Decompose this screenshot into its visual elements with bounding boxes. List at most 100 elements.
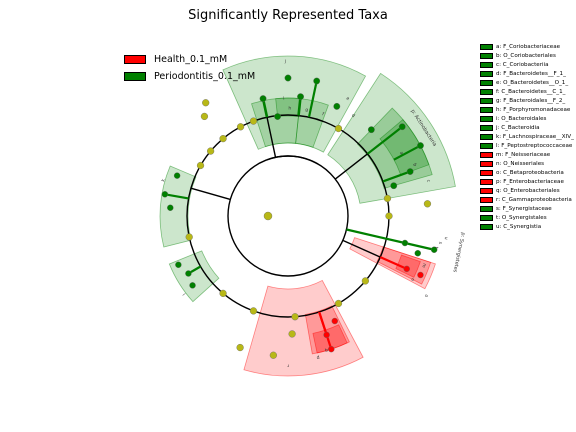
node-bacteroidetes-4 bbox=[274, 113, 281, 120]
branch-b bbox=[366, 125, 403, 155]
class-ring bbox=[227, 155, 349, 277]
taxa-key-swatch bbox=[480, 115, 493, 122]
legend-swatch-health bbox=[124, 55, 146, 64]
clade-letter-o: o bbox=[423, 293, 429, 298]
taxa-key-f: f: C_Bacteroidetes__C_1_ bbox=[480, 87, 574, 96]
taxa-key-swatch bbox=[480, 70, 493, 77]
node-neutral-16 bbox=[423, 200, 432, 208]
taxa-key-label: e: O_Bacteroidetes__O_1_ bbox=[496, 79, 569, 86]
taxa-key-c: c: C_Coriobacteriia bbox=[480, 60, 574, 69]
taxa-key-label: b: O_Coriobacteriales bbox=[496, 52, 556, 59]
taxa-key-h: h: F_Porphyromonadaceae bbox=[480, 105, 574, 114]
figure-title: Significantly Represented Taxa bbox=[188, 8, 388, 23]
clade-letter-q: q bbox=[324, 347, 328, 353]
node-neutral-18 bbox=[236, 343, 244, 352]
group-legend: Health_0.1_mM Periodontitis_0.1_mM bbox=[124, 51, 255, 85]
taxa-key-swatch bbox=[480, 124, 493, 131]
clade-letter-r: r bbox=[287, 363, 289, 369]
node-synergistia-1 bbox=[430, 246, 438, 253]
clade-letter-i: i bbox=[283, 96, 284, 102]
node-firmicutes-4 bbox=[175, 261, 182, 269]
taxa-key-swatch bbox=[480, 170, 493, 177]
taxa-key-u: u: C_Synergistia bbox=[480, 223, 574, 232]
clade-letter-b: b bbox=[411, 162, 418, 167]
taxa-key-swatch bbox=[480, 106, 493, 113]
taxa-key-k: k: F_Lachnospiraceae__XIV_ bbox=[480, 132, 574, 141]
taxa-key-o: o: C_Betaproteobacteria bbox=[480, 169, 574, 178]
legend-item-periodontitis: Periodontitis_0.1_mM bbox=[124, 68, 255, 85]
taxa-key-l: l: F_Peptostreptococcaceae bbox=[480, 142, 574, 151]
taxa-key-list: a: F_Coriobacteriaceae b: O_Coriobacteria… bbox=[480, 42, 574, 232]
node-firmicutes-0 bbox=[161, 191, 169, 198]
taxa-key-t: t: O_Synergistales bbox=[480, 214, 574, 223]
taxa-key-label: f: C_Bacteroidetes__C_1_ bbox=[496, 88, 566, 95]
node-actinobacteria-3 bbox=[367, 126, 375, 134]
branch-firmicutes bbox=[190, 187, 231, 201]
clade-letter-k: k bbox=[160, 178, 167, 183]
node-actinobacteria-0 bbox=[398, 123, 406, 131]
legend-label-health: Health_0.1_mM bbox=[154, 54, 228, 65]
branch-f bbox=[307, 80, 318, 118]
node-neutral-1 bbox=[334, 124, 343, 133]
taxa-key-label: i: O_Bacteroidales bbox=[496, 115, 547, 122]
node-neutral-11 bbox=[219, 135, 227, 143]
clade-letter-p: p bbox=[316, 354, 320, 360]
node-neutral-15 bbox=[202, 99, 210, 107]
branch-actinobacteria bbox=[334, 153, 369, 180]
clade-letter-j: j bbox=[284, 59, 286, 65]
taxa-key-label: c: C_Coriobacteriia bbox=[496, 61, 549, 68]
taxa-key-label: s: F_Synergistaceae bbox=[496, 206, 552, 213]
taxa-key-i: i: O_Bacteroidales bbox=[480, 114, 574, 123]
taxa-key-swatch bbox=[480, 197, 493, 204]
taxa-key-swatch bbox=[480, 161, 493, 168]
clade-sector-r bbox=[243, 279, 364, 377]
clade-letter-t: t bbox=[433, 246, 439, 249]
taxa-key-j: j: C_Bacteroidia bbox=[480, 123, 574, 132]
node-neutral-0 bbox=[236, 123, 245, 131]
taxa-key-label: t: O_Synergistales bbox=[496, 215, 547, 222]
node-neutral-10 bbox=[196, 161, 205, 170]
node-actinobacteria-2 bbox=[406, 168, 414, 175]
clade-letter-d: d bbox=[350, 112, 356, 119]
clade-sector-q bbox=[304, 305, 350, 355]
clade-letter-h: h bbox=[288, 105, 291, 111]
branch-arc-bacteroidetes bbox=[267, 155, 319, 165]
node-bacteroidetes-2 bbox=[313, 77, 321, 85]
taxa-key-label: r: C_Gammaproteobacteria bbox=[496, 197, 572, 204]
node-neutral-4 bbox=[361, 277, 369, 285]
node-health-0 bbox=[403, 265, 410, 273]
taxa-key-b: b: O_Coriobacteriales bbox=[480, 51, 574, 60]
branch-synergistia bbox=[346, 228, 406, 245]
node-health-2 bbox=[323, 331, 330, 339]
taxa-key-label: m: F_Neisseriaceae bbox=[496, 152, 551, 159]
taxa-key-r: r: C_Gammaproteobacteria bbox=[480, 196, 574, 205]
taxa-key-swatch bbox=[480, 143, 493, 150]
taxa-key-swatch bbox=[480, 152, 493, 159]
node-actinobacteria-1 bbox=[417, 142, 424, 149]
taxa-key-s: s: F_Synergistaceae bbox=[480, 205, 574, 214]
taxa-key-g: g: F_Bacteroidales__F_2_ bbox=[480, 96, 574, 105]
node-neutral-19 bbox=[288, 330, 296, 338]
taxa-key-d: d: F_Bacteroidetes__F_1_ bbox=[480, 69, 574, 78]
node-firmicutes-5 bbox=[189, 282, 196, 289]
node-health-3 bbox=[328, 345, 335, 353]
clade-letter-e: e bbox=[345, 96, 350, 102]
taxa-key-swatch bbox=[480, 52, 493, 59]
clade-sector-l bbox=[168, 250, 220, 303]
taxa-key-n: n: O_Neisseriales bbox=[480, 160, 574, 169]
node-bacteroidetes-3 bbox=[284, 74, 292, 82]
taxa-key-swatch bbox=[480, 188, 493, 195]
taxa-key-label: l: F_Peptostreptococcaceae bbox=[496, 143, 573, 150]
taxa-key-swatch bbox=[480, 43, 493, 50]
node-synergistia-2 bbox=[414, 250, 421, 257]
node-neutral-13 bbox=[207, 147, 215, 155]
taxa-key-swatch bbox=[480, 79, 493, 86]
legend-item-health: Health_0.1_mM bbox=[124, 51, 255, 68]
node-neutral-12 bbox=[249, 117, 258, 125]
node-bacteroidetes-1 bbox=[297, 93, 304, 101]
taxa-key-e: e: O_Bacteroidetes__O_1_ bbox=[480, 78, 574, 87]
branch-proteobacteria-beta bbox=[342, 239, 381, 258]
branch-a bbox=[393, 144, 421, 161]
taxa-key-label: d: F_Bacteroidetes__F_1_ bbox=[496, 70, 566, 77]
taxa-key-swatch bbox=[480, 88, 493, 95]
